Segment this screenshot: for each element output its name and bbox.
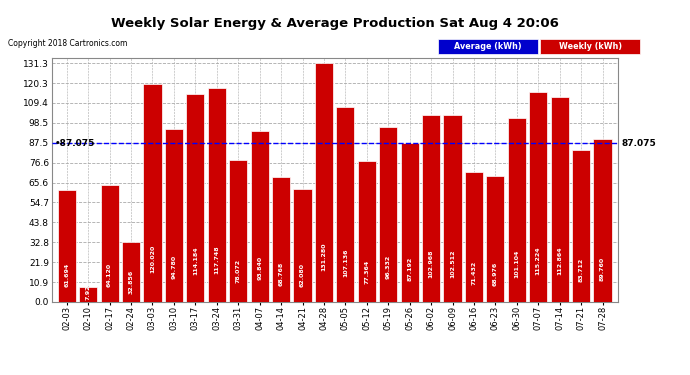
Bar (272, 177, 290, 302)
Text: 94.780: 94.780 (171, 255, 177, 279)
Bar (401, 143, 419, 302)
Text: 7.926: 7.926 (86, 280, 90, 300)
Text: 87.192: 87.192 (407, 257, 412, 281)
Text: 71.432: 71.432 (471, 261, 477, 285)
Bar (572, 150, 590, 302)
Bar (315, 63, 333, 302)
Text: Weekly Solar Energy & Average Production Sat Aug 4 20:06: Weekly Solar Energy & Average Production… (110, 17, 559, 30)
Bar (444, 116, 462, 302)
Text: 120.020: 120.020 (150, 245, 155, 273)
Text: 107.136: 107.136 (343, 248, 348, 276)
Text: 68.976: 68.976 (493, 261, 498, 286)
Text: Copyright 2018 Cartronics.com: Copyright 2018 Cartronics.com (8, 39, 128, 48)
Bar (208, 88, 226, 302)
Bar (422, 115, 440, 302)
Bar (58, 190, 76, 302)
Text: 131.280: 131.280 (322, 242, 326, 271)
Bar (357, 161, 376, 302)
Bar (593, 139, 611, 302)
Bar (551, 97, 569, 302)
Text: 93.840: 93.840 (257, 255, 262, 280)
Bar (379, 127, 397, 302)
Bar (79, 288, 97, 302)
Text: 101.104: 101.104 (514, 250, 520, 278)
Bar (293, 189, 312, 302)
Text: 102.968: 102.968 (428, 249, 433, 278)
Text: 77.364: 77.364 (364, 260, 369, 284)
Text: 117.748: 117.748 (215, 245, 219, 274)
Bar (229, 160, 247, 302)
Text: 112.864: 112.864 (558, 246, 562, 275)
Bar (336, 107, 355, 302)
Text: •87.075: •87.075 (55, 139, 96, 148)
Text: 32.856: 32.856 (128, 270, 134, 294)
Bar (486, 176, 504, 302)
Bar (122, 242, 140, 302)
Bar (529, 92, 547, 302)
Text: 96.332: 96.332 (386, 255, 391, 279)
Text: 61.694: 61.694 (64, 263, 69, 287)
Text: 114.184: 114.184 (193, 246, 198, 275)
Text: 68.768: 68.768 (279, 261, 284, 286)
Text: 62.080: 62.080 (300, 263, 305, 287)
Text: 64.120: 64.120 (107, 262, 112, 287)
Text: 83.712: 83.712 (579, 258, 584, 282)
Text: 78.072: 78.072 (236, 259, 241, 284)
Bar (508, 118, 526, 302)
Text: 89.760: 89.760 (600, 256, 605, 280)
Bar (250, 131, 268, 302)
Text: 87.075: 87.075 (621, 139, 656, 148)
Bar (101, 185, 119, 302)
Bar (165, 129, 183, 302)
Bar (186, 94, 204, 302)
Bar (465, 172, 483, 302)
Text: Weekly (kWh): Weekly (kWh) (559, 42, 622, 51)
Text: Average (kWh): Average (kWh) (454, 42, 522, 51)
Text: 102.512: 102.512 (450, 249, 455, 278)
Text: 115.224: 115.224 (535, 246, 541, 274)
Bar (144, 84, 161, 302)
